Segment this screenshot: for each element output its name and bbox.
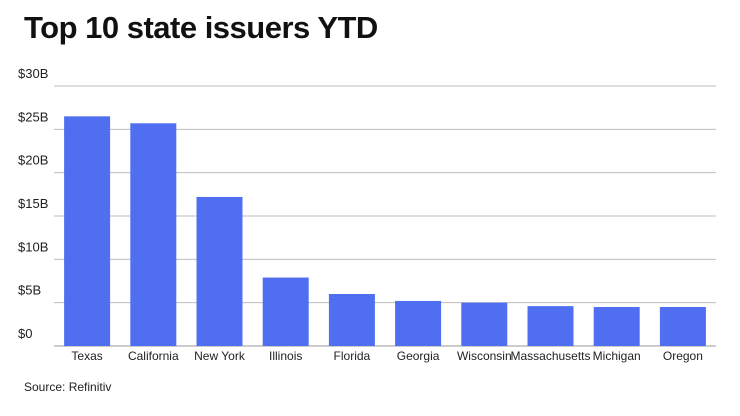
bar-new-york <box>196 196 243 346</box>
bar-texas <box>64 116 111 346</box>
y-tick-label: $20B <box>18 153 48 168</box>
x-tick-label: Wisconsin <box>457 349 512 363</box>
bars <box>64 116 706 347</box>
y-tick-label: $0 <box>18 326 32 341</box>
bar-michigan <box>593 307 640 346</box>
bar-oregon <box>659 307 706 346</box>
y-tick-label: $30B <box>18 66 48 81</box>
x-tick-label: New York <box>194 349 246 363</box>
bar-illinois <box>262 277 309 346</box>
x-tick-label: Florida <box>334 349 371 363</box>
x-tick-label: Illinois <box>269 349 302 363</box>
x-tick-label: Georgia <box>397 349 440 363</box>
bar-california <box>130 123 177 347</box>
x-tick-label: Massachusetts <box>510 349 590 363</box>
y-tick-label: $25B <box>18 109 48 124</box>
x-tick-label: Michigan <box>593 349 641 363</box>
bar-florida <box>328 294 375 346</box>
chart-title: Top 10 state issuers YTD <box>24 10 378 45</box>
x-tick-label: Oregon <box>663 349 703 363</box>
y-tick-label: $15B <box>18 196 48 211</box>
x-axis-labels: Texas California New York Illinois Florida Ge… <box>71 349 702 363</box>
x-tick-label: California <box>128 349 179 363</box>
y-tick-label: $5B <box>18 283 41 298</box>
source-note: Source: Refinitiv <box>24 380 112 394</box>
y-tick-label: $10B <box>18 239 48 254</box>
bar-georgia <box>395 300 442 346</box>
bar-massachusetts <box>527 306 574 346</box>
y-axis-ticks: $0 $5B $10B $15B $20B $25B $30B <box>18 66 48 341</box>
x-tick-label: Texas <box>71 349 102 363</box>
bar-wisconsin <box>461 302 508 346</box>
